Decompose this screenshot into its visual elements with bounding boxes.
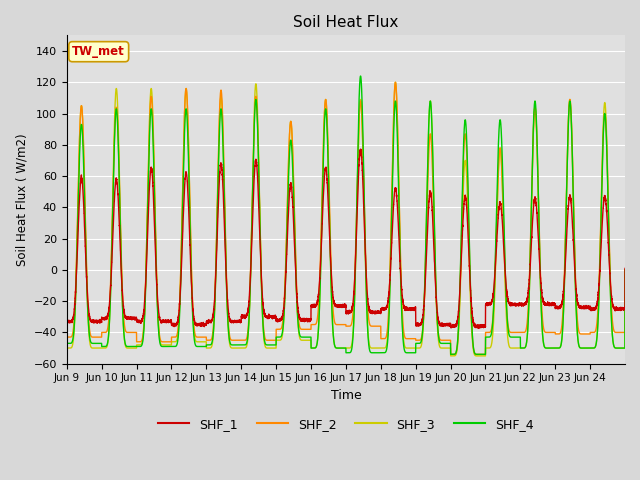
SHF_1 bbox=[63, 318, 70, 324]
SHF_3 bbox=[507, 345, 515, 351]
SHF_3 bbox=[265, 345, 273, 351]
SHF_2 bbox=[394, 109, 401, 115]
SHF_4 bbox=[91, 340, 99, 346]
SHF_3 bbox=[392, 79, 399, 85]
SHF_3 bbox=[621, 267, 629, 273]
SHF_3 bbox=[394, 110, 401, 116]
SHF_2 bbox=[418, 335, 426, 340]
SHF_4 bbox=[507, 334, 515, 340]
SHF_3 bbox=[477, 353, 484, 359]
Line: SHF_4: SHF_4 bbox=[67, 76, 625, 354]
Text: TW_met: TW_met bbox=[72, 45, 125, 58]
X-axis label: Time: Time bbox=[330, 389, 361, 402]
Line: SHF_1: SHF_1 bbox=[67, 149, 625, 328]
SHF_2 bbox=[447, 351, 454, 357]
SHF_4 bbox=[265, 342, 273, 348]
SHF_2 bbox=[91, 334, 99, 340]
SHF_1 bbox=[621, 265, 629, 271]
SHF_4 bbox=[477, 351, 484, 357]
Legend: SHF_1, SHF_2, SHF_3, SHF_4: SHF_1, SHF_2, SHF_3, SHF_4 bbox=[153, 413, 539, 436]
SHF_1 bbox=[91, 319, 99, 324]
Line: SHF_2: SHF_2 bbox=[67, 82, 625, 354]
SHF_4 bbox=[447, 351, 454, 357]
SHF_2 bbox=[392, 79, 399, 85]
SHF_1 bbox=[418, 321, 426, 326]
Y-axis label: Soil Heat Flux ( W/m2): Soil Heat Flux ( W/m2) bbox=[15, 133, 28, 266]
SHF_4 bbox=[63, 340, 70, 346]
SHF_1 bbox=[507, 302, 515, 308]
SHF_3 bbox=[418, 342, 426, 348]
Line: SHF_3: SHF_3 bbox=[67, 82, 625, 356]
SHF_2 bbox=[621, 267, 629, 273]
SHF_1 bbox=[357, 146, 365, 152]
SHF_3 bbox=[63, 345, 70, 351]
Title: Soil Heat Flux: Soil Heat Flux bbox=[293, 15, 399, 30]
SHF_2 bbox=[477, 351, 484, 357]
SHF_4 bbox=[621, 267, 629, 273]
SHF_2 bbox=[63, 334, 70, 340]
SHF_1 bbox=[394, 199, 401, 205]
SHF_3 bbox=[91, 345, 99, 351]
SHF_4 bbox=[394, 127, 401, 133]
SHF_3 bbox=[447, 353, 454, 359]
SHF_4 bbox=[356, 73, 364, 79]
SHF_1 bbox=[475, 325, 483, 331]
SHF_1 bbox=[265, 315, 273, 321]
SHF_4 bbox=[418, 337, 426, 343]
SHF_2 bbox=[507, 329, 515, 335]
SHF_2 bbox=[265, 337, 273, 343]
SHF_1 bbox=[477, 323, 484, 329]
